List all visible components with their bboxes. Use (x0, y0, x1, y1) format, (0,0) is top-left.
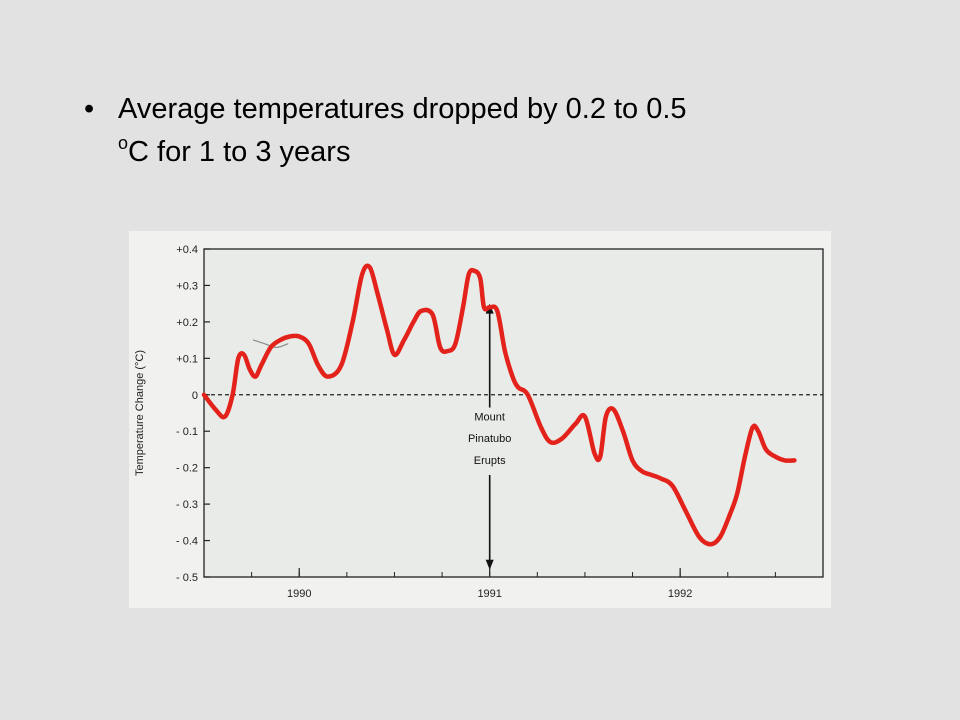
y-tick-label: - 0.4 (176, 536, 198, 548)
annotation-label: Mount (474, 411, 505, 423)
degree-superscript: o (118, 133, 129, 153)
temperature-change-line (201, 263, 797, 547)
y-tick-label: - 0.5 (176, 572, 198, 584)
y-axis-label: Temperature Change (°C) (134, 350, 146, 476)
y-tick-label: - 0.1 (176, 426, 198, 438)
bullet-point: • Average temperatures dropped by 0.2 to… (84, 88, 884, 174)
temperature-chart: +0.4 +0.3 +0.2 +0.1 0 - 0.1 - 0.2 - 0.3 - 0.4 - 0… (134, 244, 824, 600)
bullet-text-line1: Average temperatures dropped by 0.2 to 0… (118, 93, 687, 125)
y-tick-label: +0.1 (176, 353, 198, 365)
y-tick-label: +0.3 (176, 280, 198, 292)
y-tick-label: 0 (192, 390, 198, 402)
temperature-chart-figure: +0.4 +0.3 +0.2 +0.1 0 - 0.1 - 0.2 - 0.3 - 0.4 - 0… (129, 231, 831, 608)
bullet-text: Average temperatures dropped by 0.2 to 0… (118, 88, 884, 174)
x-tick-label: 1990 (287, 588, 311, 600)
bullet-symbol: • (84, 93, 95, 125)
y-tick-label: +0.2 (176, 317, 198, 329)
x-tick-label: 1992 (668, 588, 692, 600)
annotation-background (457, 407, 522, 475)
y-tick-label: - 0.3 (176, 499, 198, 511)
x-tick-label: 1991 (477, 588, 501, 600)
y-tick-label: - 0.2 (176, 463, 198, 475)
y-tick-label: +0.4 (176, 244, 198, 256)
eruption-arrow-head-down (485, 559, 494, 570)
annotation-label: Pinatubo (468, 433, 511, 445)
bullet-text-line2: C for 1 to 3 years (128, 136, 351, 168)
annotation-label: Erupts (474, 455, 506, 467)
